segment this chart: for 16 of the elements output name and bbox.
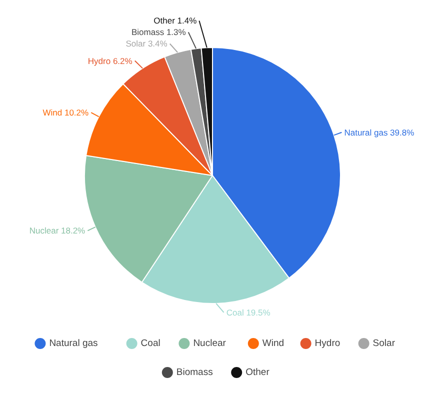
legend-label: Natural gas bbox=[49, 338, 98, 349]
legend-label: Coal bbox=[140, 338, 160, 349]
data-label: Nuclear 18.2% bbox=[29, 226, 86, 236]
legend-label: Hydro bbox=[314, 338, 340, 349]
data-label: Natural gas 39.8% bbox=[344, 127, 415, 138]
legend-label: Solar bbox=[372, 338, 395, 349]
data-label: Solar 3.4% bbox=[126, 38, 168, 49]
data-label: Wind 10.2% bbox=[42, 108, 90, 118]
legend-label: Biomass bbox=[176, 367, 214, 378]
data-label: Hydro 6.2% bbox=[88, 56, 133, 66]
data-label: Coal 19.5% bbox=[226, 307, 271, 318]
data-label: Other 1.4% bbox=[154, 16, 198, 26]
data-label: Biomass 1.3% bbox=[131, 27, 186, 38]
legend-label: Wind bbox=[262, 338, 284, 349]
legend-label: Nuclear bbox=[193, 338, 226, 349]
legend-label: Other bbox=[246, 367, 270, 378]
